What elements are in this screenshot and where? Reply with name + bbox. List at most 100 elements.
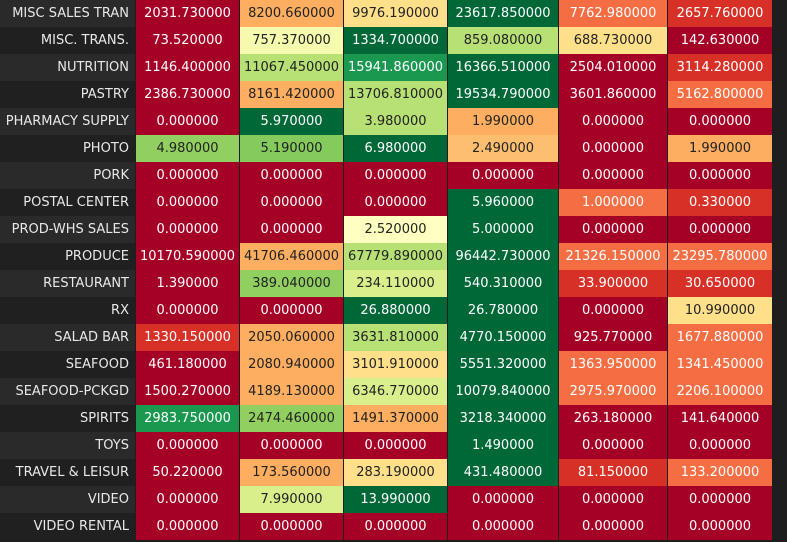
table-cell: 0.000000 — [136, 216, 239, 243]
row-label: POSTAL CENTER — [0, 189, 135, 216]
table-cell: 1334.700000 — [344, 27, 447, 54]
table-cell: 21326.150000 — [559, 243, 667, 270]
table-cell: 0.000000 — [668, 513, 772, 540]
table-cell: 2.520000 — [344, 216, 447, 243]
row-label: SALAD BAR — [0, 324, 135, 351]
table-cell: 9976.190000 — [344, 0, 447, 27]
table-cell: 0.000000 — [559, 432, 667, 459]
table-cell: 389.040000 — [240, 270, 343, 297]
table-cell: 6.980000 — [344, 135, 447, 162]
table-cell: 0.000000 — [240, 189, 343, 216]
row-label: SEAFOOD — [0, 351, 135, 378]
table-cell: 688.730000 — [559, 27, 667, 54]
table-cell: 2080.940000 — [240, 351, 343, 378]
table-cell: 2474.460000 — [240, 405, 343, 432]
table-cell: 1363.950000 — [559, 351, 667, 378]
row-label: PASTRY — [0, 81, 135, 108]
table-cell: 0.000000 — [559, 135, 667, 162]
row-label: RESTAURANT — [0, 270, 135, 297]
table-cell: 1.000000 — [559, 189, 667, 216]
row-label: VIDEO RENTAL — [0, 513, 135, 540]
table-cell: 5162.800000 — [668, 81, 772, 108]
table-cell: 1.990000 — [448, 108, 558, 135]
row-label: SEAFOOD-PCKGD — [0, 378, 135, 405]
table-cell: 19534.790000 — [448, 81, 558, 108]
table-cell: 10079.840000 — [448, 378, 558, 405]
table-cell: 461.180000 — [136, 351, 239, 378]
table-cell: 2504.010000 — [559, 54, 667, 81]
table-cell: 23295.780000 — [668, 243, 772, 270]
table-cell: 263.180000 — [559, 405, 667, 432]
table-cell: 173.560000 — [240, 459, 343, 486]
table-cell: 2050.060000 — [240, 324, 343, 351]
table-cell: 11067.450000 — [240, 54, 343, 81]
table-cell: 15941.860000 — [344, 54, 447, 81]
table-cell: 1677.880000 — [668, 324, 772, 351]
table-cell: 7762.980000 — [559, 0, 667, 27]
table-cell: 50.220000 — [136, 459, 239, 486]
table-cell: 2657.760000 — [668, 0, 772, 27]
table-cell: 0.000000 — [448, 162, 558, 189]
table-cell: 2983.750000 — [136, 405, 239, 432]
row-label: PORK — [0, 162, 135, 189]
table-cell: 7.990000 — [240, 486, 343, 513]
table-cell: 142.630000 — [668, 27, 772, 54]
table-cell: 859.080000 — [448, 27, 558, 54]
table-cell: 0.000000 — [559, 216, 667, 243]
table-cell: 26.880000 — [344, 297, 447, 324]
table-cell: 0.000000 — [559, 486, 667, 513]
table-cell: 0.000000 — [136, 486, 239, 513]
row-label: MISC. TRANS. — [0, 27, 135, 54]
table-cell: 0.000000 — [344, 513, 447, 540]
table-cell: 23617.850000 — [448, 0, 558, 27]
table-cell: 1.990000 — [668, 135, 772, 162]
table-cell: 3601.860000 — [559, 81, 667, 108]
table-cell: 0.000000 — [668, 486, 772, 513]
table-cell: 3631.810000 — [344, 324, 447, 351]
table-cell: 283.190000 — [344, 459, 447, 486]
table-cell: 4.980000 — [136, 135, 239, 162]
table-cell: 1341.450000 — [668, 351, 772, 378]
table-cell: 0.000000 — [344, 432, 447, 459]
table-cell: 0.000000 — [136, 162, 239, 189]
row-label: SPIRITS — [0, 405, 135, 432]
table-cell: 5551.320000 — [448, 351, 558, 378]
table-cell: 0.000000 — [559, 162, 667, 189]
table-cell: 5.970000 — [240, 108, 343, 135]
table-cell: 0.330000 — [668, 189, 772, 216]
table-cell: 1.390000 — [136, 270, 239, 297]
table-cell: 2386.730000 — [136, 81, 239, 108]
table-cell: 431.480000 — [448, 459, 558, 486]
table-cell: 96442.730000 — [448, 243, 558, 270]
table-cell: 0.000000 — [136, 297, 239, 324]
table-cell: 5.960000 — [448, 189, 558, 216]
table-cell: 0.000000 — [448, 513, 558, 540]
table-cell: 10170.590000 — [136, 243, 239, 270]
table-cell: 2206.100000 — [668, 378, 772, 405]
table-cell: 0.000000 — [344, 189, 447, 216]
row-label: PROD-WHS SALES — [0, 216, 135, 243]
row-label: PHOTO — [0, 135, 135, 162]
table-cell: 757.370000 — [240, 27, 343, 54]
row-label: NUTRITION — [0, 54, 135, 81]
table-cell: 1330.150000 — [136, 324, 239, 351]
table-cell: 133.200000 — [668, 459, 772, 486]
row-label: VIDEO — [0, 486, 135, 513]
table-cell: 0.000000 — [136, 108, 239, 135]
table-cell: 925.770000 — [559, 324, 667, 351]
table-cell: 2031.730000 — [136, 0, 239, 27]
table-cell: 8200.660000 — [240, 0, 343, 27]
row-label: PRODUCE — [0, 243, 135, 270]
table-cell: 0.000000 — [240, 297, 343, 324]
table-cell: 8161.420000 — [240, 81, 343, 108]
table-cell: 10.990000 — [668, 297, 772, 324]
table-cell: 4770.150000 — [448, 324, 558, 351]
table-cell: 1491.370000 — [344, 405, 447, 432]
table-cell: 0.000000 — [448, 486, 558, 513]
table-cell: 3114.280000 — [668, 54, 772, 81]
row-label: PHARMACY SUPPLY — [0, 108, 135, 135]
table-cell: 141.640000 — [668, 405, 772, 432]
table-cell: 0.000000 — [240, 216, 343, 243]
table-cell: 6346.770000 — [344, 378, 447, 405]
